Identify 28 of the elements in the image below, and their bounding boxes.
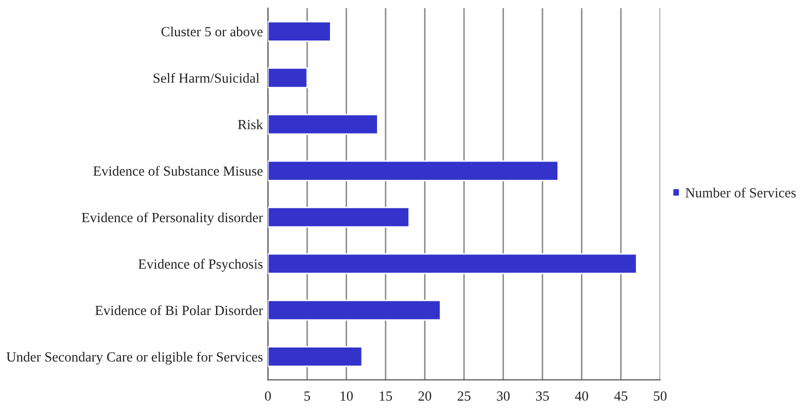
y-tick-label: Risk — [238, 119, 264, 130]
bar — [268, 300, 442, 321]
bar — [268, 346, 363, 368]
bar — [268, 67, 308, 88]
x-tick-label: 25 — [458, 391, 470, 401]
legend-label: Number of Services — [686, 188, 796, 198]
y-tick-label: Evidence of Psychosis — [138, 258, 263, 272]
bar — [268, 160, 559, 182]
x-tick-label: 5 — [304, 392, 310, 401]
x-tick-label: 10 — [340, 391, 353, 401]
bar — [268, 114, 378, 135]
x-tick-label: 20 — [418, 391, 432, 401]
bar — [268, 253, 638, 274]
bar — [268, 206, 410, 228]
y-tick-label: Cluster 5 or above — [161, 26, 263, 36]
x-tick-label: 50 — [654, 391, 667, 401]
bar — [268, 20, 332, 42]
y-tick-label: Self Harm/Suicidal — [154, 72, 260, 83]
x-tick-label: 0 — [264, 391, 271, 401]
y-tick-label: Evidence of Bi Polar Disorder — [95, 305, 263, 316]
y-tick-label: Evidence of Substance Misuse — [93, 166, 263, 176]
y-tick-label: Evidence of Personality disorder — [82, 212, 263, 226]
x-tick-label: 15 — [380, 391, 392, 401]
x-tick-label: 35 — [536, 391, 549, 401]
x-tick-label: 45 — [614, 391, 628, 401]
y-tick-label: Under Secondary Care or eligible for Services — [6, 352, 263, 365]
x-tick-label: 40 — [575, 391, 588, 401]
x-tick-label: 30 — [496, 391, 510, 401]
